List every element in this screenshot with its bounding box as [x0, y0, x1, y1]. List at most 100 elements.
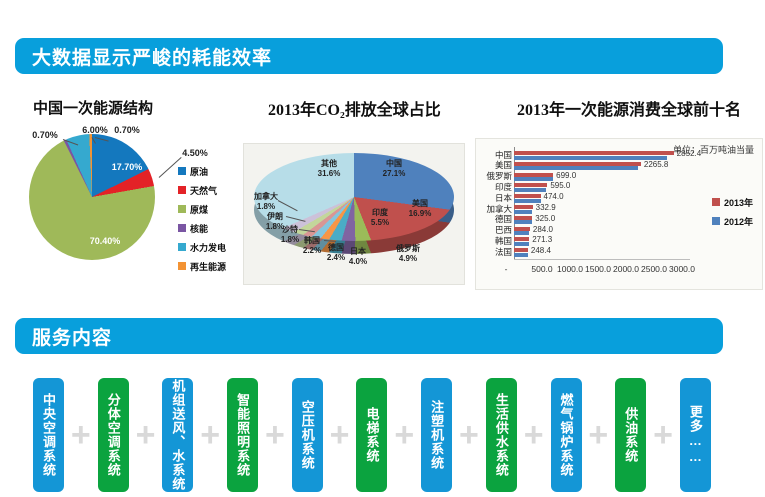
legend-label: 2012年: [724, 216, 754, 227]
plus-separator-icon: +: [653, 416, 673, 454]
chart-title-co2-share: 2013年CO₂排放全球占比: [268, 102, 441, 119]
x-tick-label: 1500.0: [585, 264, 611, 274]
plus-separator-icon: +: [135, 416, 156, 454]
country-name: 美国: [412, 199, 428, 208]
legend-swatch: [178, 205, 186, 213]
service-button-label: 燃气锅炉系统: [558, 393, 574, 477]
service-button[interactable]: 燃气锅炉系统: [550, 378, 582, 492]
pie-percent-label: 0.70%: [114, 125, 140, 135]
bar-2013: [514, 215, 533, 220]
bar-2012: [514, 166, 638, 171]
bar-2013: [514, 194, 541, 199]
pie-country-label: 韩国 2.2%: [303, 236, 321, 256]
bar-2013: [514, 151, 674, 155]
bar-category-label: 俄罗斯: [486, 171, 512, 182]
service-button[interactable]: 空压机系统: [291, 378, 323, 492]
service-button[interactable]: 注塑机系统: [421, 378, 453, 492]
country-percent: 4.9%: [398, 254, 418, 263]
bar-category-label: 德国: [494, 214, 512, 225]
bar-category-label: 中国: [494, 149, 512, 160]
pie-country-label: 伊朗 1.8%: [266, 212, 284, 232]
country-name: 日本: [349, 247, 366, 256]
legend-swatch: [178, 224, 186, 232]
bar-category-label: 印度: [494, 181, 512, 192]
country-percent: 2.2%: [302, 246, 322, 255]
service-button[interactable]: 生活供水系统: [485, 378, 517, 492]
bar-value-label: 474.0: [543, 192, 564, 202]
legend-item: 2012年: [712, 216, 754, 227]
chart-title-energy-structure: 中国一次能源结构: [33, 100, 154, 117]
header-banner-energy-data: 大数据显示严峻的耗能效率: [15, 38, 723, 74]
legend-swatch: [178, 167, 186, 175]
service-button-label: 机组送风、水系统: [170, 379, 186, 491]
legend-swatch: [178, 243, 186, 251]
country-name: 中国: [386, 159, 402, 168]
bar-2013: [514, 248, 528, 253]
country-percent: 16.9%: [408, 209, 432, 218]
service-button[interactable]: 电梯系统: [356, 378, 388, 492]
plus-separator-icon: +: [70, 416, 91, 454]
legend-label: 再生能源: [190, 261, 227, 272]
bar-chart-legend: 2013年 2012年: [712, 197, 753, 235]
service-button[interactable]: 中央空调系统: [33, 378, 64, 492]
bar-2012: [514, 252, 528, 257]
bar-2012: [514, 220, 532, 225]
x-tick-label: 500.0: [531, 264, 553, 274]
country-name: 德国: [327, 243, 344, 252]
service-button-label: 生活供水系统: [493, 393, 509, 477]
service-button-label: 更多……: [687, 405, 703, 465]
services-row: 中央空调系统 + 分体空调系统 + 机组送风、水系统 + 智能照明系统 + 空压机系统 + 电梯系统…: [33, 378, 711, 492]
service-button-label: 注塑机系统: [429, 400, 445, 470]
country-percent: 1.8%: [265, 222, 285, 231]
bar-2012: [514, 231, 530, 236]
plus-separator-icon: +: [264, 416, 285, 454]
bar-2013: [514, 205, 533, 209]
header-banner-services: 服务内容: [15, 318, 723, 354]
service-button[interactable]: 供油系统: [615, 378, 647, 492]
bar-2012: [514, 209, 533, 214]
legend-swatch: [178, 186, 186, 194]
x-origin-label: -: [504, 264, 508, 274]
legend-label: 水力发电: [190, 242, 227, 253]
pie-chart: [29, 134, 155, 260]
bar-category-label: 巴西: [494, 225, 512, 236]
legend-label: 核能: [190, 223, 209, 234]
pie-3d-top: [254, 153, 454, 241]
service-button-label: 供油系统: [623, 407, 639, 463]
service-button[interactable]: 更多……: [679, 378, 711, 492]
service-button[interactable]: 智能照明系统: [227, 378, 259, 492]
pie-country-label: 中国 27.1%: [383, 159, 406, 179]
bar-value-label: 325.0: [535, 213, 556, 223]
service-button-label: 智能照明系统: [235, 393, 251, 477]
legend-swatch: [178, 262, 186, 270]
bar-category-label: 法国: [494, 246, 512, 257]
country-percent: 2.4%: [326, 253, 346, 262]
country-percent: 27.1%: [382, 169, 406, 178]
pie-country-label: 其他 31.6%: [318, 159, 341, 179]
legend-item: 水力发电: [178, 242, 227, 253]
legend-item: 原煤: [178, 204, 226, 215]
country-name: 印度: [371, 208, 388, 217]
bar-2013: [514, 172, 554, 177]
service-button-label: 空压机系统: [299, 400, 315, 470]
pie-country-label: 德国 2.4%: [327, 243, 345, 263]
bar-value-label: 271.3: [532, 235, 553, 245]
x-tick-label: 2000.0: [613, 264, 639, 274]
page-title: 大数据显示严峻的耗能效率: [32, 47, 273, 69]
bar-2012: [514, 198, 541, 203]
pie-percent-label: 0.70%: [32, 130, 58, 140]
co2-share-3d-pie-panel: 中国 27.1% 美国 16.9% 印度 5.5% 俄罗斯 4.9% 日本 4.0% 德国 2.4% 韩…: [243, 143, 465, 285]
bar-2012: [514, 155, 668, 160]
pie-country-label: 印度 5.5%: [371, 208, 389, 228]
legend-label: 2013年: [724, 197, 754, 208]
plus-separator-icon: +: [394, 416, 415, 454]
service-button-label: 分体空调系统: [105, 393, 121, 477]
bar-value-label: 332.9: [535, 203, 556, 212]
legend-label: 原油: [190, 166, 209, 177]
bar-2013: [514, 183, 548, 188]
legend-item: 原油: [178, 166, 226, 177]
service-button[interactable]: 分体空调系统: [97, 378, 129, 492]
pie-country-label: 美国 16.9%: [409, 199, 432, 219]
service-button[interactable]: 机组送风、水系统: [162, 378, 194, 492]
